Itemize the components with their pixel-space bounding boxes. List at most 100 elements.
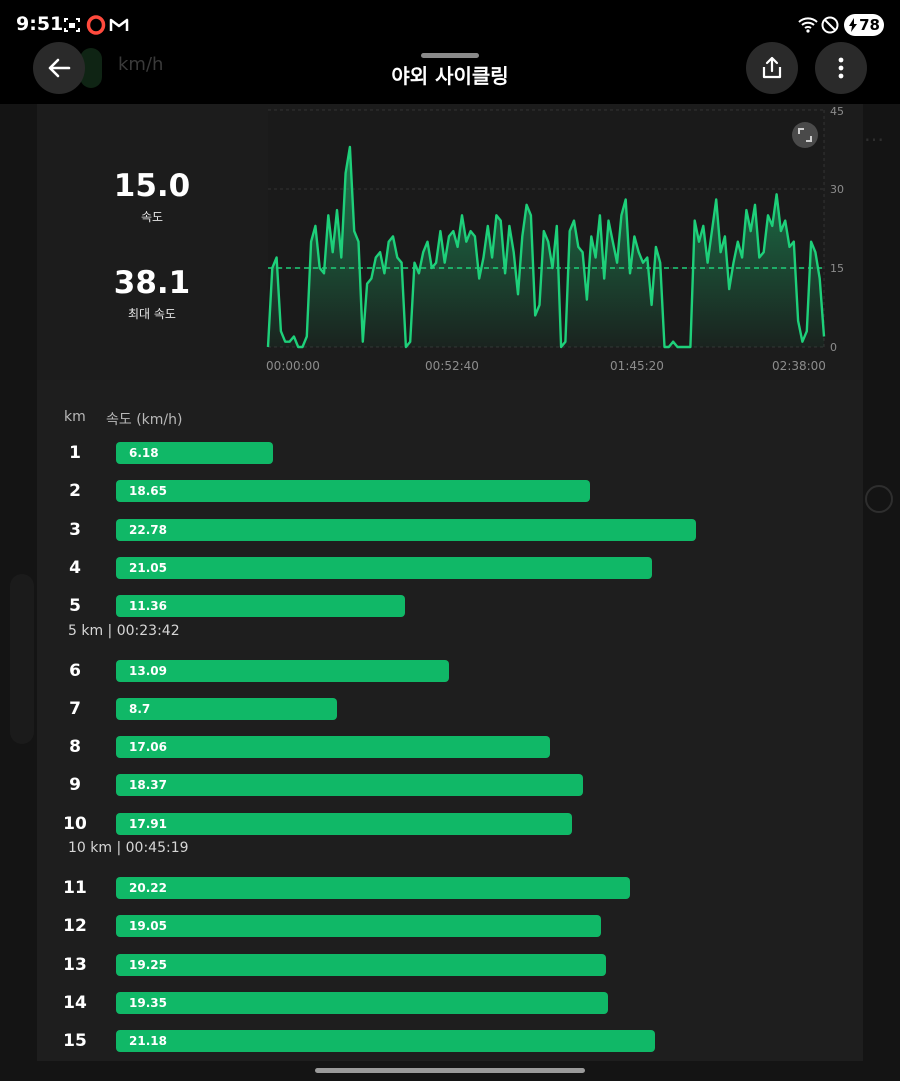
split-speed-bar: 18.65 bbox=[116, 480, 591, 503]
back-button[interactable] bbox=[33, 42, 85, 94]
split-row: 2 18.65 bbox=[37, 480, 863, 503]
split-km: 14 bbox=[63, 992, 87, 1013]
average-speed-value: 15.0 bbox=[113, 168, 191, 204]
gmail-icon bbox=[109, 18, 129, 31]
share-button[interactable] bbox=[746, 42, 798, 94]
split-row: 8 17.06 bbox=[37, 736, 863, 759]
background-fragment: … bbox=[864, 122, 884, 146]
split-row: 12 19.05 bbox=[37, 915, 863, 938]
split-speed-value: 19.05 bbox=[129, 919, 167, 934]
split-km: 6 bbox=[69, 660, 81, 681]
split-row: 15 21.18 bbox=[37, 1030, 863, 1053]
share-icon bbox=[762, 56, 782, 79]
split-speed-bar: 20.22 bbox=[116, 877, 631, 899]
status-time: 9:51 bbox=[16, 13, 64, 35]
split-speed-bar: 19.05 bbox=[116, 915, 601, 938]
split-speed-value: 22.78 bbox=[129, 522, 167, 537]
expand-chart-icon[interactable] bbox=[792, 122, 818, 148]
split-speed-bar: 13.09 bbox=[116, 659, 449, 682]
more-vertical-icon bbox=[838, 57, 844, 79]
max-speed-value: 38.1 bbox=[113, 265, 191, 301]
drag-handle[interactable] bbox=[421, 53, 479, 58]
split-km: 13 bbox=[63, 954, 87, 975]
split-row: 10 17.91 bbox=[37, 812, 863, 835]
y-tick-label: 45 bbox=[830, 105, 844, 118]
split-km: 7 bbox=[69, 698, 81, 719]
do-not-disturb-icon bbox=[821, 16, 839, 34]
split-speed-bar: 11.36 bbox=[116, 595, 405, 618]
split-row: 5 11.36 bbox=[37, 595, 863, 618]
split-speed-value: 18.65 bbox=[129, 484, 167, 499]
split-km: 11 bbox=[63, 878, 87, 898]
wifi-icon bbox=[798, 17, 818, 33]
arrow-left-icon bbox=[48, 58, 71, 78]
x-tick-label: 00:52:40 bbox=[425, 359, 479, 373]
split-speed-value: 13.09 bbox=[129, 663, 167, 678]
more-options-button[interactable] bbox=[815, 42, 867, 94]
split-speed-value: 21.05 bbox=[129, 560, 167, 575]
y-tick-label: 0 bbox=[830, 341, 837, 354]
split-row: 7 8.7 bbox=[37, 697, 863, 720]
split-km: 10 bbox=[63, 813, 87, 834]
y-tick-label: 30 bbox=[830, 183, 844, 196]
split-km: 5 bbox=[69, 596, 81, 617]
battery-indicator: 78 bbox=[844, 14, 884, 36]
split-speed-bar: 21.18 bbox=[116, 1030, 655, 1053]
home-indicator[interactable] bbox=[315, 1068, 585, 1073]
split-km: 8 bbox=[69, 737, 81, 758]
split-km: 9 bbox=[69, 775, 81, 796]
background-shape bbox=[10, 574, 34, 744]
split-row: 1 6.18 bbox=[37, 442, 863, 464]
background-unit-label: km/h bbox=[118, 54, 164, 75]
split-row: 13 19.25 bbox=[37, 953, 863, 976]
speed-area-fill bbox=[268, 146, 824, 347]
split-km: 2 bbox=[69, 481, 81, 502]
split-km: 1 bbox=[69, 443, 81, 463]
split-speed-value: 18.37 bbox=[129, 778, 167, 793]
split-speed-value: 21.18 bbox=[129, 1034, 167, 1049]
split-speed-bar: 17.91 bbox=[116, 812, 572, 835]
split-speed-value: 20.22 bbox=[129, 881, 167, 895]
split-row: 11 20.22 bbox=[37, 877, 863, 899]
split-km: 15 bbox=[63, 1031, 87, 1052]
split-speed-bar: 17.06 bbox=[116, 736, 550, 759]
split-row: 6 13.09 bbox=[37, 659, 863, 682]
split-speed-bar: 19.25 bbox=[116, 953, 606, 976]
max-speed-label: 최대 속도 bbox=[128, 307, 176, 321]
split-speed-bar: 8.7 bbox=[116, 697, 338, 720]
split-speed-bar: 21.05 bbox=[116, 556, 652, 579]
battery-level: 78 bbox=[859, 16, 880, 34]
speed-chart: 45 30 15 0 00:00:00 00:52:40 01:45:20 02:38:00 bbox=[266, 105, 844, 373]
speed-series-line bbox=[266, 145, 826, 349]
background-alert-icon bbox=[865, 485, 893, 513]
split-speed-value: 19.35 bbox=[129, 995, 167, 1010]
average-speed-label: 속도 bbox=[140, 210, 164, 224]
x-tick-label: 01:45:20 bbox=[610, 359, 664, 373]
split-row: 4 21.05 bbox=[37, 556, 863, 579]
split-speed-bar: 22.78 bbox=[116, 518, 696, 541]
speed-chart-card: 15.0 속도 38.1 최대 속도 45 30 15 0 00:00:00 00:52:… bbox=[37, 104, 863, 380]
background-app-icon bbox=[80, 48, 102, 88]
split-speed-value: 19.25 bbox=[129, 957, 167, 972]
opera-icon bbox=[86, 15, 106, 35]
split-header-speed: 속도 (km/h) bbox=[106, 412, 183, 428]
split-speed-value: 11.36 bbox=[129, 599, 167, 614]
split-speed-bar: 18.37 bbox=[116, 774, 584, 797]
x-tick-label: 02:38:00 bbox=[772, 359, 826, 373]
screenshot-icon bbox=[64, 18, 80, 32]
split-km: 4 bbox=[69, 557, 81, 578]
split-row: 14 19.35 bbox=[37, 991, 863, 1014]
split-speed-value: 8.7 bbox=[129, 701, 151, 716]
split-row: 3 22.78 bbox=[37, 518, 863, 541]
battery-charging-icon bbox=[849, 18, 858, 32]
app-bar: km/h 야외 사이클링 bbox=[0, 40, 900, 102]
split-summary: 10 km | 00:45:19 bbox=[68, 840, 189, 856]
split-speed-bar: 19.35 bbox=[116, 991, 609, 1014]
x-tick-label: 00:00:00 bbox=[266, 359, 320, 373]
split-speed-bar: 6.18 bbox=[116, 442, 274, 464]
split-km: 12 bbox=[63, 916, 87, 937]
split-speed-value: 17.91 bbox=[129, 816, 167, 831]
split-speed-value: 17.06 bbox=[129, 740, 167, 755]
split-row: 9 18.37 bbox=[37, 774, 863, 797]
page-title: 야외 사이클링 bbox=[391, 64, 509, 88]
